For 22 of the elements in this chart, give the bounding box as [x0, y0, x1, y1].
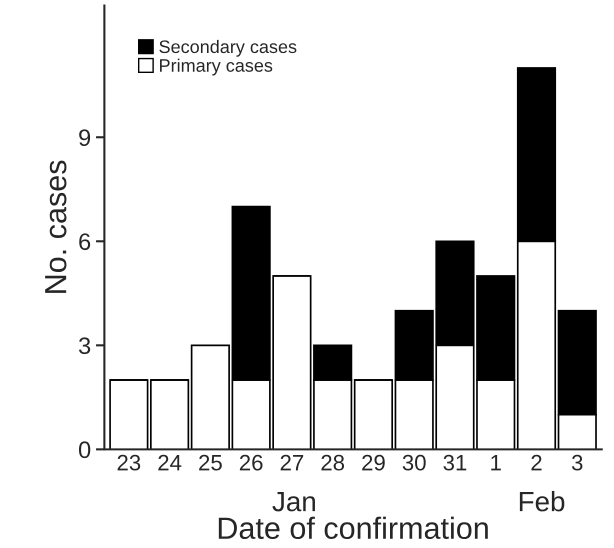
- x-tick-label: 25: [199, 454, 222, 471]
- x-tick-label: 3: [572, 454, 582, 471]
- y-tick-label: 0: [78, 441, 90, 458]
- legend-label: Primary cases: [160, 58, 272, 76]
- legend-label: Secondary cases: [159, 40, 296, 57]
- y-tick-label: 6: [79, 233, 90, 250]
- y-tick-label: 9: [79, 129, 90, 146]
- x-tick-label: 27: [280, 454, 304, 470]
- x-axis-title: Date of confirmation: [218, 516, 488, 540]
- x-tick-label: 26: [240, 454, 263, 471]
- x-tick-label: 29: [362, 454, 385, 471]
- y-tick-label: 3: [78, 337, 90, 354]
- y-axis-title: No. cases: [45, 160, 66, 293]
- x-tick-label: 1: [491, 455, 501, 470]
- x-tick-label: 28: [321, 454, 344, 471]
- x-tick-label: 24: [158, 454, 182, 470]
- x-tick-label: 23: [118, 454, 140, 471]
- x-tick-label: 2: [531, 454, 542, 470]
- text: Jan: [272, 492, 315, 512]
- x-tick-label: 31: [443, 454, 466, 471]
- x-tick-label: 30: [402, 454, 426, 471]
- text: Feb: [520, 491, 564, 512]
